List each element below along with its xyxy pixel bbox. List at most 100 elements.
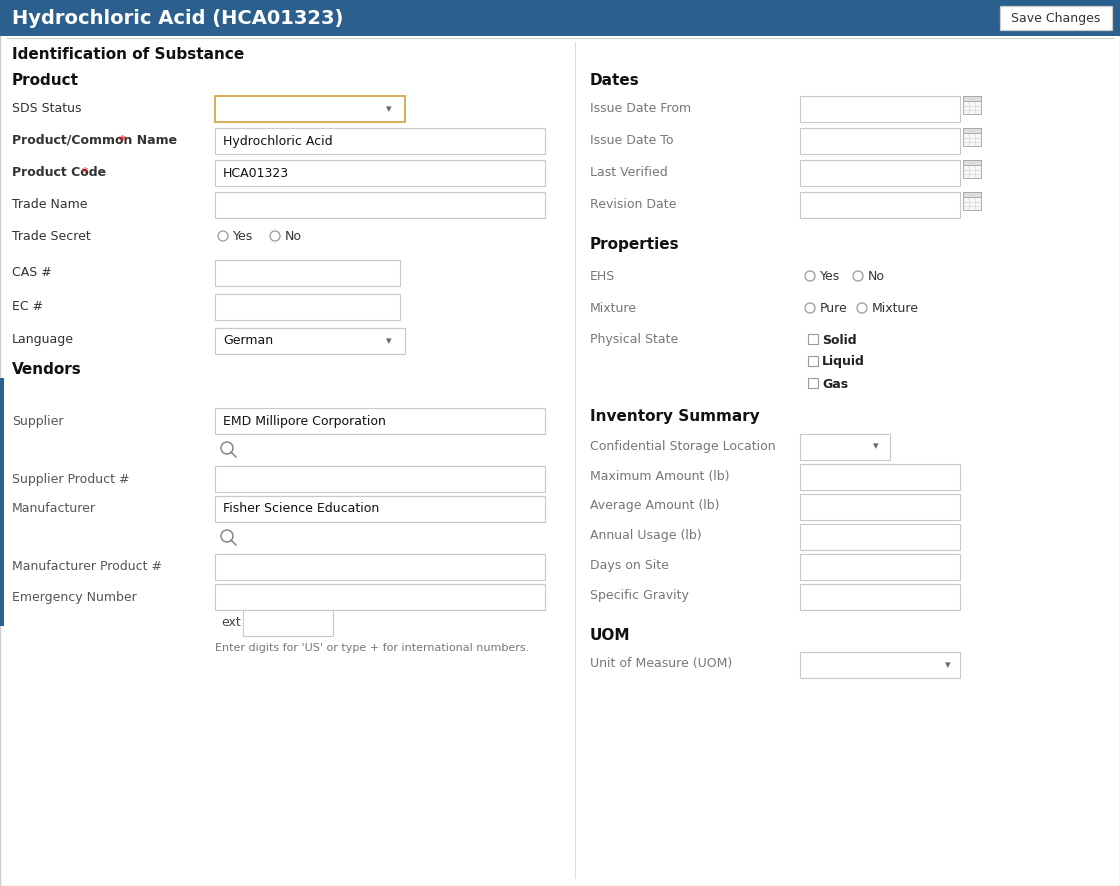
Bar <box>963 160 981 178</box>
Text: Dates: Dates <box>590 73 640 88</box>
Bar <box>800 652 960 678</box>
Bar <box>215 128 545 154</box>
Bar <box>0 0 1120 36</box>
Bar <box>1000 6 1112 30</box>
Text: Confidential Storage Location: Confidential Storage Location <box>590 439 776 453</box>
Text: Solid: Solid <box>822 333 857 346</box>
Circle shape <box>857 303 867 313</box>
Text: Save Changes: Save Changes <box>1011 12 1101 25</box>
Text: Fisher Science Education: Fisher Science Education <box>223 502 380 516</box>
Text: *: * <box>114 134 125 146</box>
Text: Yes: Yes <box>233 229 253 243</box>
Bar <box>800 554 960 580</box>
Bar <box>215 496 545 522</box>
Circle shape <box>853 271 864 281</box>
Text: German: German <box>223 335 273 347</box>
Text: *: * <box>77 166 87 178</box>
Bar <box>800 494 960 520</box>
Text: EC #: EC # <box>12 299 44 313</box>
Text: Mixture: Mixture <box>590 301 637 315</box>
Text: Supplier: Supplier <box>12 415 64 428</box>
Text: Liquid: Liquid <box>822 355 865 369</box>
Text: Enter digits for 'US' or type + for international numbers.: Enter digits for 'US' or type + for inte… <box>215 643 530 653</box>
Text: Annual Usage (lb): Annual Usage (lb) <box>590 530 701 542</box>
Text: ▾: ▾ <box>874 441 879 451</box>
Bar <box>800 434 890 460</box>
Text: Language: Language <box>12 333 74 346</box>
Bar <box>963 192 981 210</box>
Text: Revision Date: Revision Date <box>590 198 676 211</box>
Text: Average Amount (lb): Average Amount (lb) <box>590 500 719 512</box>
Text: Trade Name: Trade Name <box>12 198 87 211</box>
Bar <box>963 96 981 101</box>
Text: Unit of Measure (UOM): Unit of Measure (UOM) <box>590 657 732 671</box>
Text: Specific Gravity: Specific Gravity <box>590 589 689 602</box>
Text: Pure: Pure <box>820 301 848 315</box>
Bar <box>215 554 545 580</box>
Text: Issue Date To: Issue Date To <box>590 134 673 146</box>
Bar <box>800 584 960 610</box>
Circle shape <box>270 231 280 241</box>
Bar <box>243 610 333 636</box>
Text: Yes: Yes <box>820 269 840 283</box>
Text: Hydrochloric Acid: Hydrochloric Acid <box>223 135 333 147</box>
Bar <box>963 128 981 146</box>
Bar <box>963 192 981 197</box>
Text: Gas: Gas <box>822 377 848 391</box>
Bar <box>808 356 818 366</box>
Text: Product: Product <box>12 73 80 88</box>
Text: Hydrochloric Acid (HCA01323): Hydrochloric Acid (HCA01323) <box>12 9 344 27</box>
Bar <box>800 96 960 122</box>
Text: ▾: ▾ <box>945 660 951 670</box>
Text: Last Verified: Last Verified <box>590 166 668 178</box>
Bar <box>808 334 818 344</box>
Bar <box>215 408 545 434</box>
Text: EHS: EHS <box>590 269 615 283</box>
Circle shape <box>218 231 228 241</box>
Text: Maximum Amount (lb): Maximum Amount (lb) <box>590 470 729 483</box>
Bar <box>800 464 960 490</box>
Bar <box>800 524 960 550</box>
Text: ▾: ▾ <box>386 336 392 346</box>
Text: Identification of Substance: Identification of Substance <box>12 46 244 61</box>
Bar <box>215 192 545 218</box>
Bar <box>215 584 545 610</box>
Bar <box>800 160 960 186</box>
Bar <box>800 192 960 218</box>
Bar <box>0 378 4 626</box>
Text: No: No <box>868 269 885 283</box>
Text: CAS #: CAS # <box>12 266 52 278</box>
Bar <box>215 328 405 354</box>
Circle shape <box>805 271 815 281</box>
Text: SDS Status: SDS Status <box>12 102 82 114</box>
Bar <box>215 160 545 186</box>
Text: Product Code: Product Code <box>12 166 106 178</box>
Text: Product/Common Name: Product/Common Name <box>12 134 177 146</box>
Text: UOM: UOM <box>590 628 631 643</box>
Text: HCA01323: HCA01323 <box>223 167 289 180</box>
Text: Physical State: Physical State <box>590 333 679 346</box>
Text: Vendors: Vendors <box>12 362 82 377</box>
Text: Properties: Properties <box>590 237 680 252</box>
Text: Manufacturer Product #: Manufacturer Product # <box>12 561 162 573</box>
Text: Days on Site: Days on Site <box>590 559 669 572</box>
Text: No: No <box>284 229 302 243</box>
Text: Inventory Summary: Inventory Summary <box>590 408 759 424</box>
Text: Emergency Number: Emergency Number <box>12 590 137 603</box>
Bar <box>963 160 981 165</box>
Text: Issue Date From: Issue Date From <box>590 102 691 114</box>
Bar <box>808 378 818 388</box>
Text: Manufacturer: Manufacturer <box>12 502 96 516</box>
Bar <box>215 294 400 320</box>
Bar <box>963 128 981 133</box>
Text: ext: ext <box>221 616 241 628</box>
Circle shape <box>805 303 815 313</box>
Text: Trade Secret: Trade Secret <box>12 229 91 243</box>
Bar <box>215 96 405 122</box>
Bar <box>215 260 400 286</box>
Bar <box>963 96 981 114</box>
Bar <box>215 466 545 492</box>
Bar <box>800 128 960 154</box>
Text: Mixture: Mixture <box>872 301 920 315</box>
Text: EMD Millipore Corporation: EMD Millipore Corporation <box>223 415 386 428</box>
